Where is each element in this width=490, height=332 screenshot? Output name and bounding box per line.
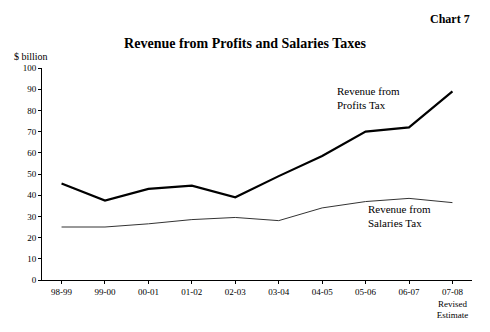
svg-text:10: 10: [27, 254, 37, 264]
svg-text:06-07: 06-07: [399, 287, 420, 297]
svg-text:100: 100: [23, 63, 37, 73]
svg-text:00-01: 00-01: [138, 287, 159, 297]
svg-text:80: 80: [27, 106, 37, 116]
svg-text:40: 40: [27, 190, 37, 200]
svg-text:04-05: 04-05: [312, 287, 333, 297]
svg-text:Revenue fromSalaries Tax: Revenue fromSalaries Tax: [368, 203, 431, 229]
svg-text:30: 30: [27, 212, 37, 222]
svg-text:90: 90: [27, 84, 37, 94]
svg-text:50: 50: [27, 169, 37, 179]
svg-text:07-08RevisedEstimate: 07-08RevisedEstimate: [437, 287, 469, 320]
svg-text:60: 60: [27, 148, 37, 158]
svg-text:03-04: 03-04: [268, 287, 289, 297]
svg-text:Revenue fromProfits Tax: Revenue fromProfits Tax: [337, 85, 400, 111]
svg-text:70: 70: [27, 127, 37, 137]
svg-text:0: 0: [32, 275, 37, 285]
svg-text:99-00: 99-00: [94, 287, 115, 297]
svg-text:05-06: 05-06: [355, 287, 376, 297]
svg-text:02-03: 02-03: [225, 287, 246, 297]
svg-text:Revenue from Profits and Salar: Revenue from Profits and Salaries Taxes: [124, 36, 366, 51]
svg-text:01-02: 01-02: [181, 287, 202, 297]
svg-text:20: 20: [27, 233, 37, 243]
svg-text:98-99: 98-99: [51, 287, 72, 297]
svg-text:Chart 7: Chart 7: [430, 12, 470, 26]
svg-text:$ billion: $ billion: [14, 51, 48, 62]
